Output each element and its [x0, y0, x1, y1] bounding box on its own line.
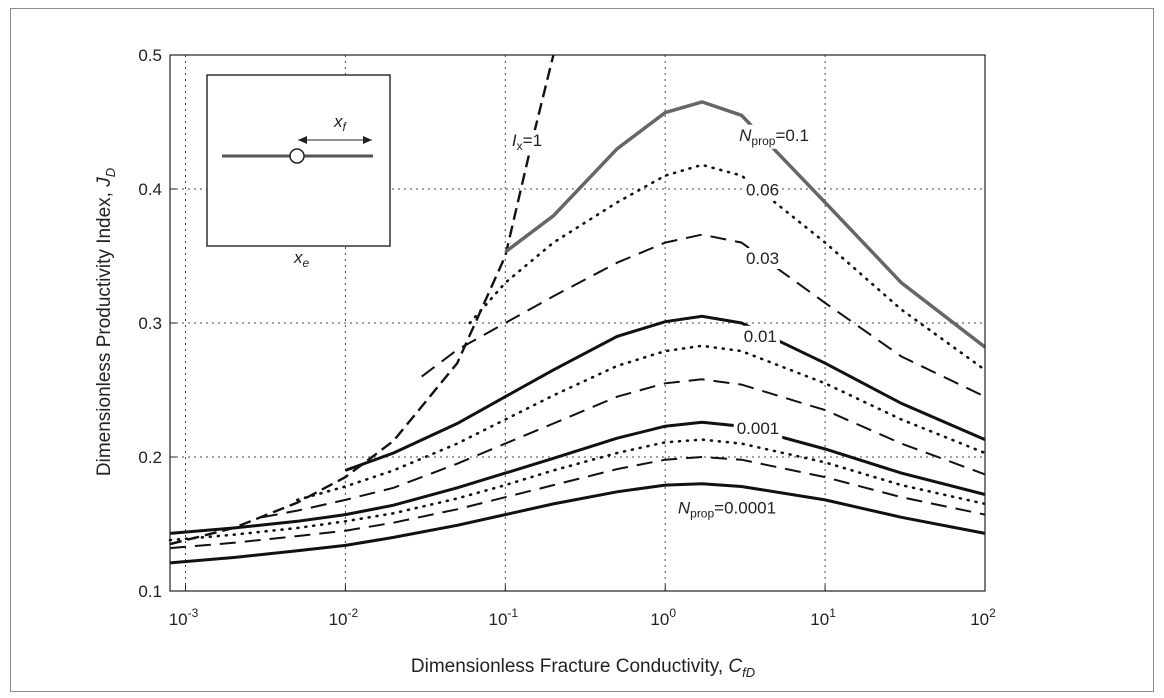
annotation-n001: 0.01	[744, 327, 777, 346]
series-line-1	[504, 100, 987, 349]
x-axis-label: Dimensionless Fracture Conductivity, CfD	[411, 656, 755, 680]
y-tick-label: 0.2	[138, 448, 162, 467]
y-tick-label: 0.3	[138, 314, 162, 333]
annotation-bg	[674, 497, 780, 522]
well-circle	[289, 148, 305, 164]
annotation-bg	[733, 418, 783, 440]
series-line-2	[468, 163, 987, 372]
x-tick-label: 102	[970, 606, 996, 629]
y-tick-label: 0.5	[138, 46, 162, 65]
series-line-3	[421, 233, 986, 398]
annotation-bg	[508, 130, 546, 155]
series-line-5	[296, 344, 987, 502]
x-tick-label: 101	[810, 606, 836, 629]
xf-arrowheads	[298, 136, 372, 144]
series-line-6	[261, 378, 986, 519]
series-line-9	[169, 455, 986, 550]
x-tick-label: 10-1	[489, 606, 519, 629]
xe-label: xe	[293, 248, 310, 270]
annotation-n0001: 0.001	[737, 419, 780, 438]
series-line-0	[169, 54, 555, 546]
annotation-n003: 0.03	[746, 249, 779, 268]
y-axis-label: Dimensionless Productivity Index, JD	[94, 168, 118, 476]
figure-frame	[10, 8, 1154, 692]
schematic-inset: xf xe	[206, 74, 391, 270]
series-line-7	[169, 420, 986, 535]
xf-label: xf	[333, 112, 348, 134]
series-line-8	[168, 438, 987, 542]
axis-ticks: 10-3 10-2 10-1 100 101 102 0.1 0.2 0.3 0.4 0.5	[138, 46, 996, 629]
annotation-n006: 0.06	[746, 181, 779, 200]
series-lines	[168, 54, 987, 565]
y-tick-label: 0.4	[138, 180, 162, 199]
x-tick-label: 100	[650, 606, 676, 629]
y-tick-label: 0.1	[138, 582, 162, 601]
annotation-bg	[742, 179, 783, 201]
annotation-ix: Ix=1	[512, 131, 542, 153]
series-line-10	[169, 482, 986, 565]
annotation-bg	[742, 248, 783, 270]
series-line-4	[344, 314, 986, 472]
x-tick-label: 10-2	[329, 606, 359, 629]
annotation-bg	[740, 325, 780, 347]
curve-annotations: Ix=1 Nprop=0.1 0.06 0.03 0.01 0.001 Nprop=0.00…	[508, 124, 813, 522]
annotation-n01: Nprop=0.1	[739, 126, 809, 148]
annotation-bg	[736, 124, 813, 149]
annotation-n00001: Nprop=0.0001	[678, 498, 776, 520]
x-tick-label: 10-3	[169, 606, 199, 629]
